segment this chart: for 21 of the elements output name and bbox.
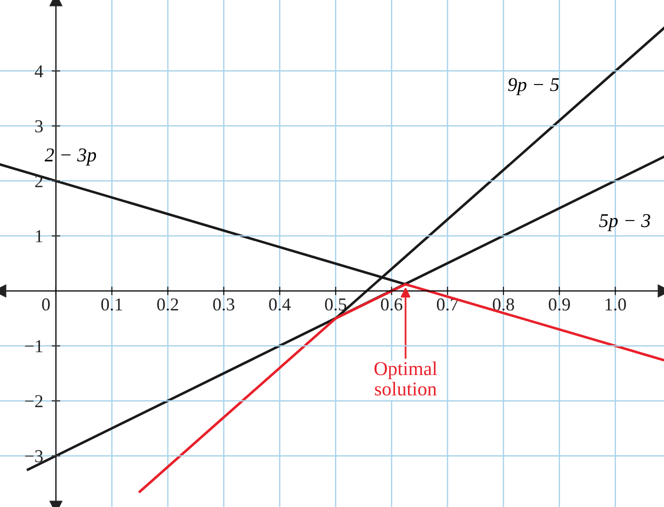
x-tick-label: 0.1 — [101, 298, 122, 311]
series-label: 9p − 5 — [508, 78, 559, 96]
y-tick-label: 4 — [34, 65, 44, 78]
x-tick-label: 0.4 — [269, 298, 291, 311]
y-tick-label: −3 — [25, 450, 43, 462]
x-tick-label: 0 — [42, 298, 50, 311]
y-tick-label: 3 — [35, 120, 43, 132]
annotation: Optimal solution — [374, 362, 438, 396]
y-tick-label: −2 — [25, 395, 42, 408]
series-label: 2 − 3p — [44, 148, 96, 166]
y-tick-label: 2 — [35, 175, 42, 188]
x-tick-label: 1.0 — [606, 298, 626, 311]
y-tick-label: −1 — [25, 340, 42, 352]
x-tick-label: 0.9 — [548, 298, 570, 311]
x-tick-label: 0.6 — [380, 298, 402, 311]
x-tick-label: 0.5 — [325, 298, 346, 311]
x-tick-label: 0.2 — [157, 298, 178, 311]
series-label: 5p − 3 — [599, 214, 650, 232]
x-tick-label: 0.8 — [492, 298, 514, 311]
x-tick-label: 0.3 — [213, 298, 234, 311]
y-tick-label: 1 — [36, 230, 42, 242]
